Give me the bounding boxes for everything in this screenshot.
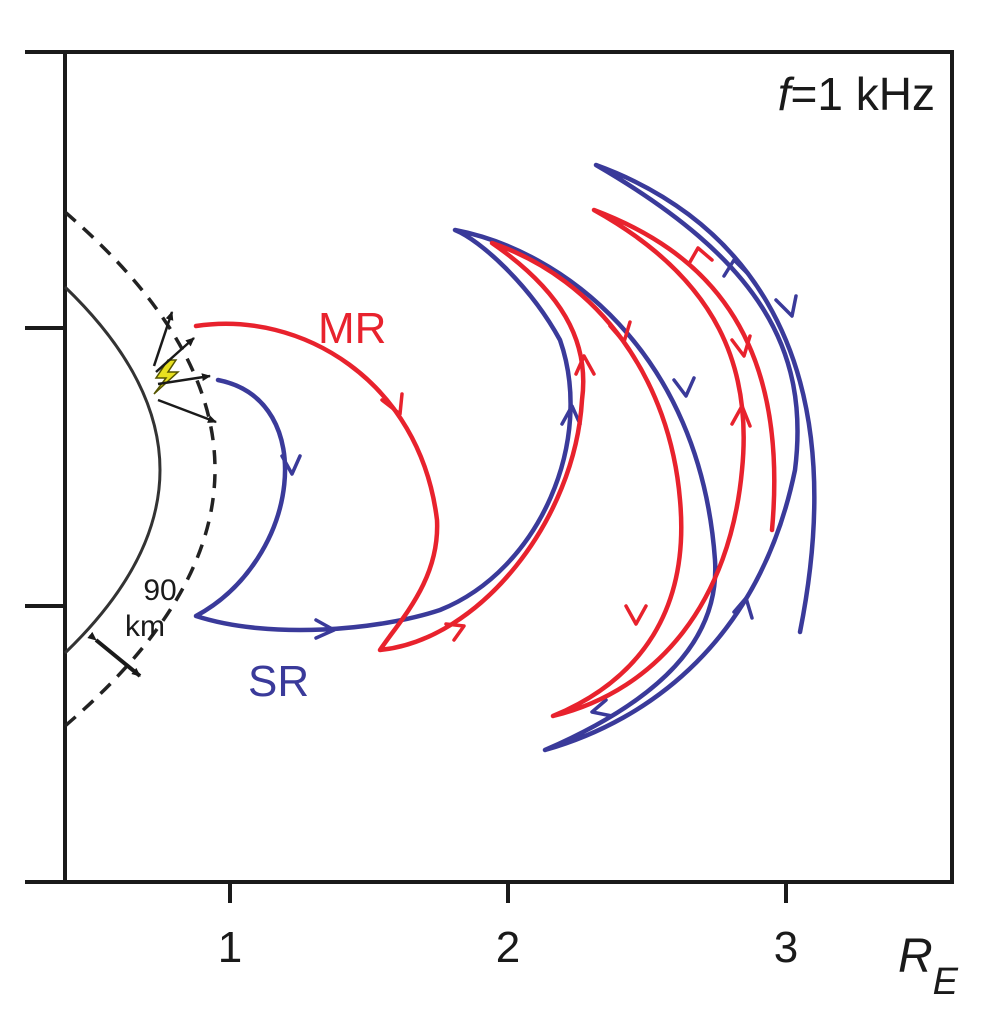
altitude-arrow [87,631,142,678]
sr-direction-arrow [560,404,582,426]
mr-ray-path [193,207,777,719]
sr-direction-arrow [732,596,754,620]
sr-direction-arrow [280,454,302,476]
emission-arrow [152,311,174,367]
mr-direction-arrow [380,392,404,416]
mr-direction-arrow [574,354,596,376]
ionosphere-boundary-arc [63,210,217,728]
sr-ray [193,162,817,753]
lightning-icon [153,359,180,395]
mr-direction-arrow [730,334,752,358]
mr-ray [193,207,777,719]
earth-surface-arc [63,285,162,655]
frequency-symbol: f [778,68,795,120]
mr-direction-arrow [730,404,752,428]
sr-direction-arrow [774,294,798,318]
x-tick-label-3: 3 [774,923,798,972]
sr-direction-arrow [314,618,336,640]
source-emission-arrows [152,311,217,424]
mr-direction-arrow [608,320,632,344]
sr-label: SR [248,657,309,706]
altitude-unit: km [125,610,165,643]
emission-arrow [157,373,211,386]
frequency-annotation: f=1 kHz [778,68,935,120]
altitude-value: 90 [143,574,176,607]
x-tick-label-2: 2 [496,923,520,972]
sr-direction-arrow [590,698,614,718]
sr-direction-arrow [722,258,748,278]
unit-symbol: R [898,930,933,983]
mr-label: MR [318,304,386,353]
frequency-value: =1 kHz [791,68,935,120]
sr-ray-path [193,162,817,753]
emission-arrow [157,398,217,424]
mr-direction-arrow [624,604,648,626]
x-axis-unit: RE [898,930,959,1003]
plot-frame [63,50,954,884]
x-tick-label-1: 1 [218,923,242,972]
sr-direction-arrow [672,376,696,398]
mr-direction-arrow [444,622,466,642]
emission-arrow [155,337,195,373]
unit-subscript: E [933,961,959,1003]
mr-direction-arrow [688,246,714,264]
